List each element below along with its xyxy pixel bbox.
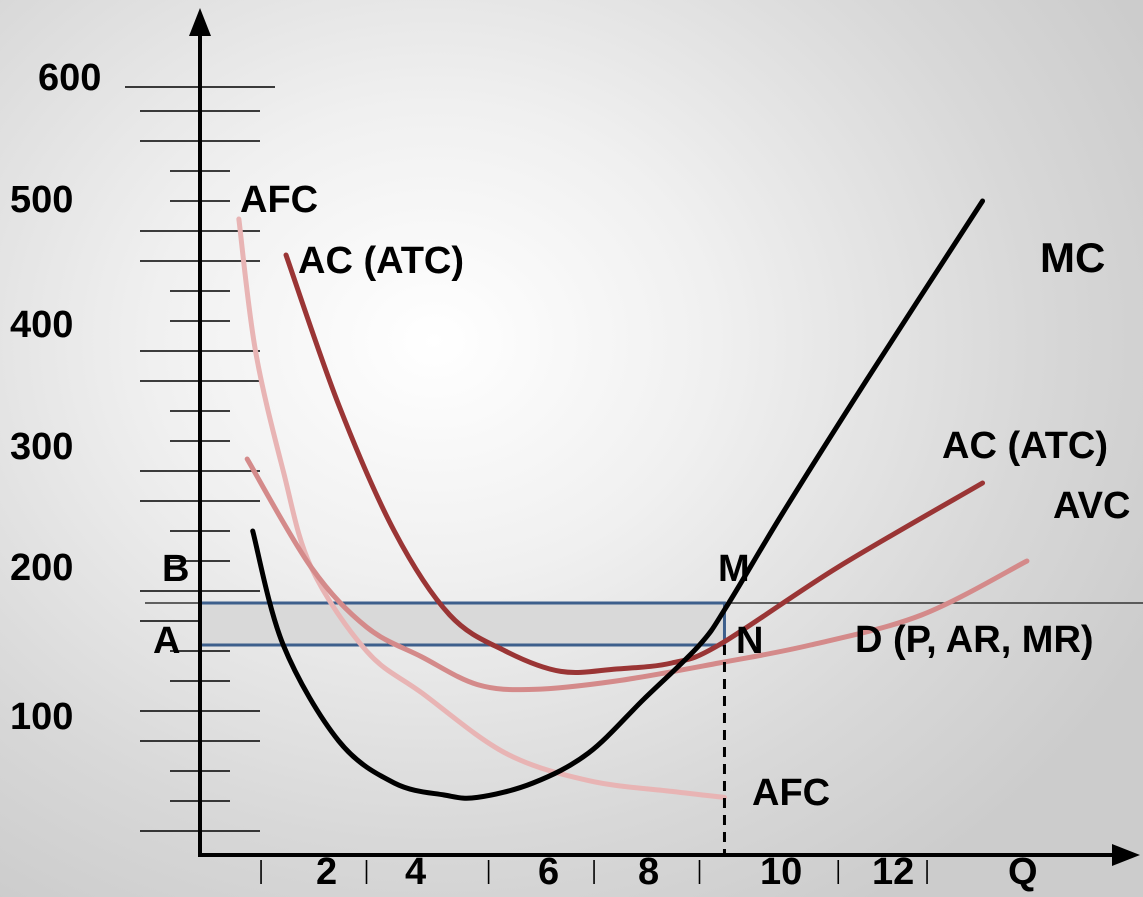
label-afc-bottom: AFC <box>752 772 830 814</box>
axis-ticks: 100 200 300 400 500 600 2 4 6 8 10 12 <box>10 57 928 893</box>
label-mc: MC <box>1040 234 1105 281</box>
y-tick-label: 100 <box>10 696 73 738</box>
x-tick-label: 10 <box>760 851 802 893</box>
label-demand: D (P, AR, MR) <box>855 619 1094 661</box>
y-tick-label: 600 <box>38 57 101 99</box>
label-m: M <box>718 548 750 590</box>
avc-curve <box>244 456 1030 693</box>
curves-layer <box>145 198 1143 855</box>
label-q: Q <box>1008 851 1038 893</box>
x-tick-label: 2 <box>316 851 337 893</box>
label-ac-top: AC (ATC) <box>298 240 464 282</box>
ac-curve <box>283 252 986 675</box>
label-a: A <box>153 620 180 662</box>
label-afc-top: AFC <box>240 179 318 221</box>
label-avc: AVC <box>1053 485 1130 527</box>
y-tick-label: 500 <box>10 179 73 221</box>
y-axis-arrow <box>189 8 211 36</box>
x-tick-label: 4 <box>405 851 426 893</box>
label-ac-right: AC (ATC) <box>942 425 1108 467</box>
axes-layer <box>189 8 1140 866</box>
y-tick-label: 300 <box>10 426 73 468</box>
x-tick-label: 12 <box>872 851 914 893</box>
y-tick-label: 400 <box>10 304 73 346</box>
x-axis-arrow <box>1112 844 1140 866</box>
label-b: B <box>162 548 189 590</box>
label-n: N <box>736 620 763 662</box>
afc-curve <box>236 216 727 800</box>
y-tick-label: 200 <box>10 547 73 589</box>
x-tick-label: 6 <box>538 851 559 893</box>
x-tick-label: 8 <box>638 851 659 893</box>
labels-layer: AFC AC (ATC) MC AC (ATC) AVC D (P, AR, M… <box>153 179 1130 893</box>
mc-curve <box>250 198 986 801</box>
